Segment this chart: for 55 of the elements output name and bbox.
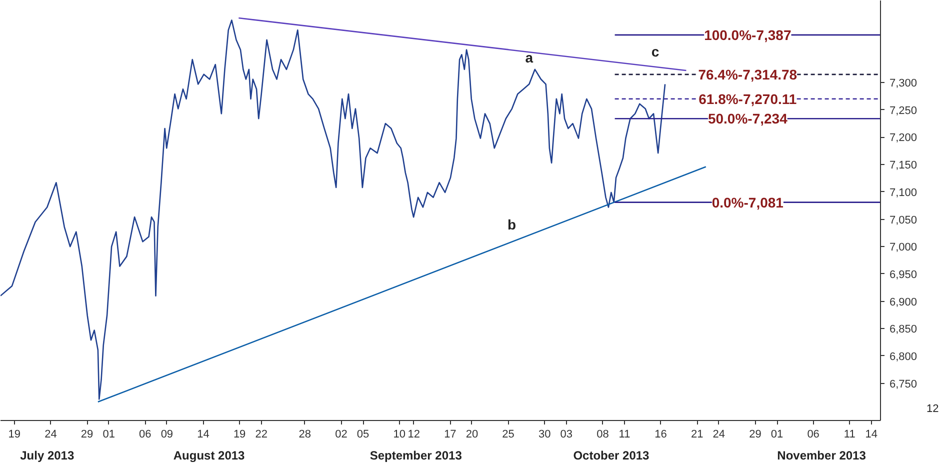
- x-tick-label: 20: [466, 428, 478, 440]
- x-tick-label: 19: [8, 428, 21, 440]
- y-tick-label: 7,050: [890, 214, 918, 226]
- x-tick-label: 09: [160, 428, 174, 440]
- y-tick-label: 6,950: [890, 268, 918, 281]
- text: August 2013: [173, 448, 246, 462]
- x-tick-label: 14: [197, 428, 210, 440]
- series-label: 0.0%-7,081: [712, 194, 784, 210]
- y-tick-label: 6,850: [890, 324, 918, 336]
- y-tick-label: 6,900: [890, 296, 918, 308]
- x-tick-label: 11: [618, 428, 630, 440]
- x-tick-label: 24: [712, 428, 726, 440]
- series-label: 76.4%-7,314.78: [698, 66, 798, 82]
- x-tick-label: 01: [102, 428, 115, 440]
- x-tick-label: 08: [596, 428, 609, 440]
- x-tick-label: 25: [502, 428, 514, 440]
- series-label: 50.0%-7,234: [708, 110, 788, 127]
- x-tick-label: 10: [393, 428, 406, 440]
- annotation: c: [651, 43, 660, 60]
- x-tick-label: 01: [770, 428, 784, 440]
- x-tick-label: 16: [654, 428, 667, 440]
- x-tick-label: 30: [538, 428, 551, 440]
- text: 12: [926, 402, 939, 415]
- y-tick-label: 6,800: [890, 350, 918, 363]
- y-tick-label: 7,300: [890, 78, 918, 90]
- series-label: 100.0%-7,387: [704, 26, 792, 43]
- x-tick-label: 06: [807, 428, 820, 440]
- annotation: a: [525, 49, 534, 66]
- y-tick-label: 7,150: [890, 160, 918, 172]
- x-tick-label: 11: [844, 428, 856, 440]
- x-tick-label: 19: [233, 428, 246, 440]
- text: July 2013: [20, 448, 74, 462]
- text: October 2013: [573, 448, 650, 462]
- x-tick-label: 28: [298, 428, 312, 440]
- y-tick-label: 7,250: [890, 104, 918, 117]
- y-tick-label: 7,100: [890, 186, 918, 199]
- x-tick-label: 14: [865, 428, 878, 440]
- y-tick-label: 7,000: [890, 242, 918, 254]
- x-tick-label: 29: [749, 428, 762, 440]
- x-tick-label: 05: [356, 428, 370, 440]
- annotation: b: [508, 216, 516, 232]
- x-tick-label: 12: [408, 428, 420, 440]
- x-tick-label: 06: [139, 428, 152, 440]
- x-tick-label: 21: [691, 428, 704, 440]
- text: September 2013: [370, 448, 462, 462]
- x-tick-label: 02: [335, 428, 348, 440]
- y-tick-label: 7,200: [890, 132, 918, 144]
- x-tick-label: 22: [255, 428, 268, 440]
- y-tick-label: 6,750: [890, 378, 918, 390]
- x-tick-label: 24: [44, 428, 57, 440]
- series-label: 61.8%-7,270.11: [698, 90, 797, 107]
- x-tick-label: 17: [444, 428, 456, 440]
- x-tick-label: 29: [80, 428, 94, 440]
- x-tick-label: 03: [560, 428, 573, 440]
- text: November 2013: [777, 448, 866, 462]
